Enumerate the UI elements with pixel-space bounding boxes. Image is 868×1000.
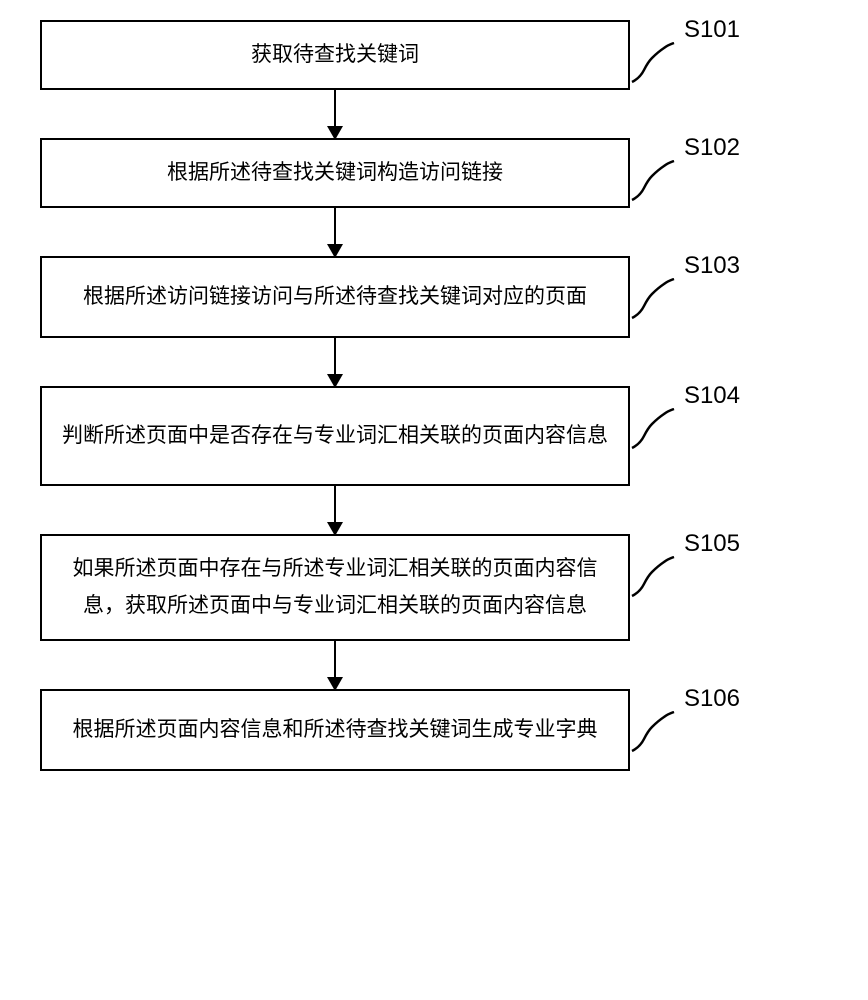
step-label-s104: S104 — [684, 382, 740, 410]
arrow-down-icon — [323, 484, 347, 536]
squiggle-icon — [630, 408, 675, 453]
step-s103: 根据所述访问链接访问与所述待查找关键词对应的页面 S103 — [40, 256, 740, 338]
arrow-down-icon — [323, 88, 347, 140]
step-text-s105: 如果所述页面中存在与所述专业词汇相关联的页面内容信息，获取所述页面中与专业词汇相… — [62, 550, 608, 626]
step-s105: 如果所述页面中存在与所述专业词汇相关联的页面内容信息，获取所述页面中与专业词汇相… — [40, 534, 740, 642]
arrow-4 — [40, 484, 630, 536]
step-label-s106: S106 — [684, 685, 740, 713]
squiggle-icon — [630, 278, 675, 323]
step-s101: 获取待查找关键词 S101 — [40, 20, 740, 90]
squiggle-icon — [630, 711, 675, 756]
step-text-s103: 根据所述访问链接访问与所述待查找关键词对应的页面 — [83, 278, 587, 316]
step-text-s102: 根据所述待查找关键词构造访问链接 — [167, 154, 503, 192]
step-text-s104: 判断所述页面中是否存在与专业词汇相关联的页面内容信息 — [62, 417, 608, 455]
step-label-s105: S105 — [684, 530, 740, 558]
step-box-s101: 获取待查找关键词 — [40, 20, 630, 90]
squiggle-icon — [630, 42, 675, 87]
step-box-s105: 如果所述页面中存在与所述专业词汇相关联的页面内容信息，获取所述页面中与专业词汇相… — [40, 534, 630, 642]
arrow-2 — [40, 206, 630, 258]
arrow-down-icon — [323, 639, 347, 691]
step-box-s106: 根据所述页面内容信息和所述待查找关键词生成专业字典 — [40, 689, 630, 771]
arrow-1 — [40, 88, 630, 140]
squiggle-icon — [630, 556, 675, 601]
arrow-3 — [40, 336, 630, 388]
step-box-s103: 根据所述访问链接访问与所述待查找关键词对应的页面 — [40, 256, 630, 338]
squiggle-icon — [630, 160, 675, 205]
step-label-s103: S103 — [684, 252, 740, 280]
step-s106: 根据所述页面内容信息和所述待查找关键词生成专业字典 S106 — [40, 689, 740, 771]
step-text-s106: 根据所述页面内容信息和所述待查找关键词生成专业字典 — [73, 711, 598, 749]
step-s104: 判断所述页面中是否存在与专业词汇相关联的页面内容信息 S104 — [40, 386, 740, 486]
step-box-s102: 根据所述待查找关键词构造访问链接 — [40, 138, 630, 208]
step-label-s101: S101 — [684, 16, 740, 44]
arrow-down-icon — [323, 206, 347, 258]
step-box-s104: 判断所述页面中是否存在与专业词汇相关联的页面内容信息 — [40, 386, 630, 486]
step-text-s101: 获取待查找关键词 — [251, 36, 419, 74]
flowchart-container: 获取待查找关键词 S101 根据所述待查找关键词构造访问链接 S102 — [40, 20, 740, 771]
step-label-s102: S102 — [684, 134, 740, 162]
arrow-5 — [40, 639, 630, 691]
step-s102: 根据所述待查找关键词构造访问链接 S102 — [40, 138, 740, 208]
arrow-down-icon — [323, 336, 347, 388]
